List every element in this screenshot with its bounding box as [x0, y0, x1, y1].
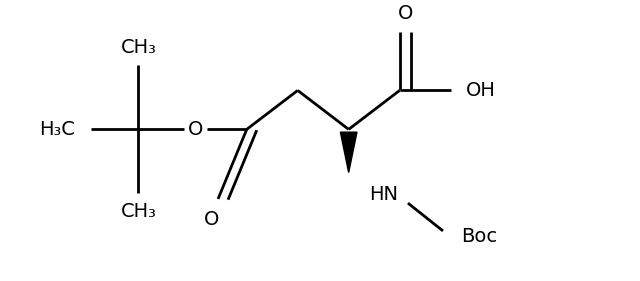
Text: O: O	[204, 210, 220, 229]
Text: OH: OH	[467, 81, 496, 100]
Text: CH₃: CH₃	[120, 38, 156, 57]
Text: H₃C: H₃C	[40, 120, 76, 139]
Text: HN: HN	[369, 185, 398, 204]
Text: CH₃: CH₃	[120, 202, 156, 221]
Text: O: O	[397, 4, 413, 23]
Text: O: O	[188, 120, 204, 139]
Text: Boc: Boc	[461, 227, 497, 246]
Polygon shape	[340, 132, 357, 173]
